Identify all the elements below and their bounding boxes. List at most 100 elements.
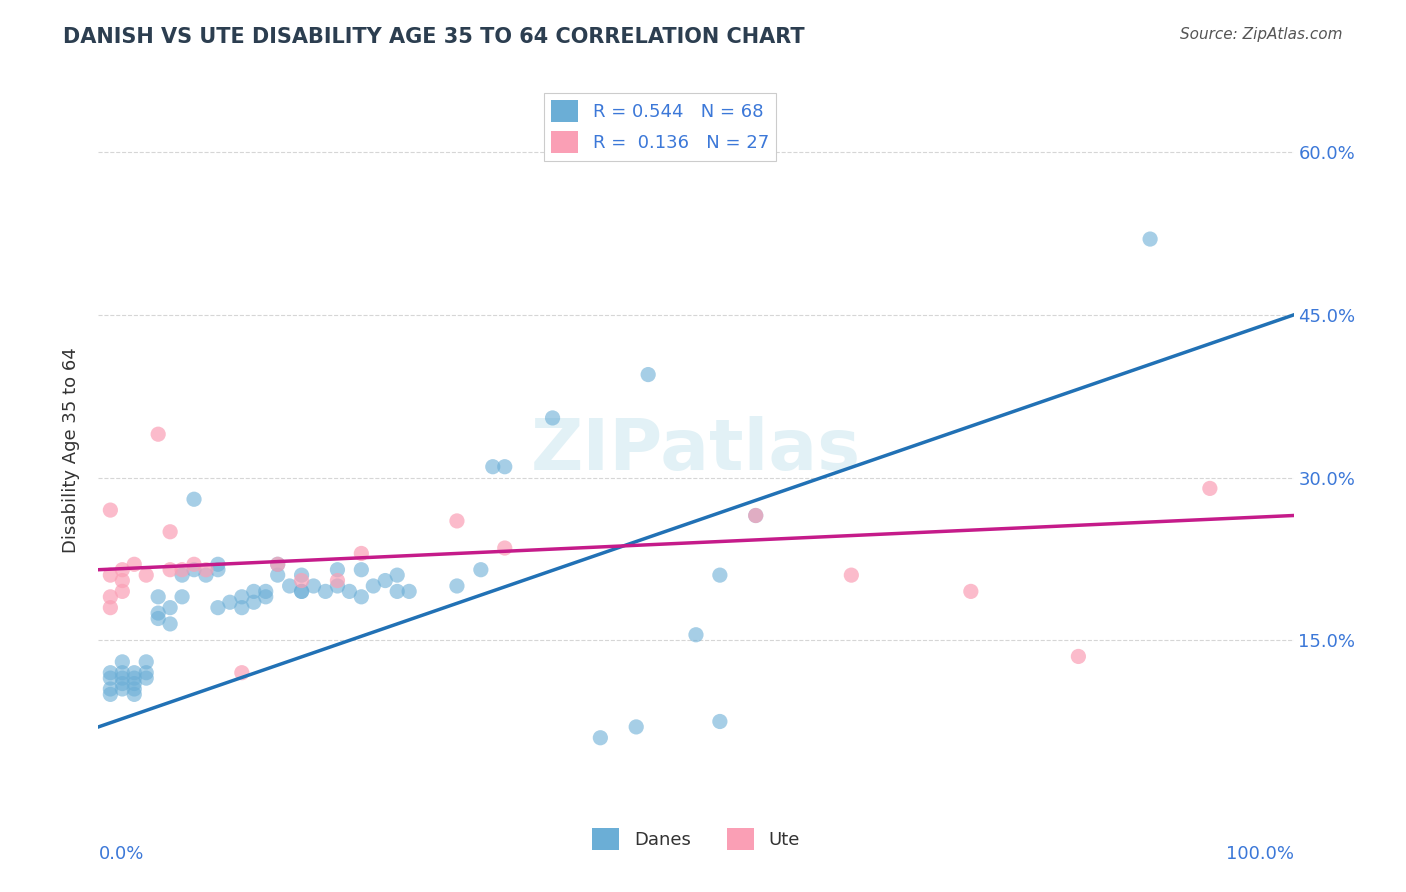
- Point: [98, 568, 122, 582]
- Point: [291, 584, 314, 599]
- Point: [709, 568, 731, 582]
- Point: [374, 574, 396, 588]
- Point: [446, 514, 468, 528]
- Point: [278, 579, 301, 593]
- Point: [326, 563, 349, 577]
- Point: [111, 665, 134, 680]
- Point: [254, 590, 277, 604]
- Point: [745, 508, 768, 523]
- Point: [135, 655, 157, 669]
- Point: [148, 590, 170, 604]
- Point: [494, 541, 516, 555]
- Point: [195, 563, 218, 577]
- Point: [98, 681, 122, 696]
- Point: [159, 524, 181, 539]
- Point: [231, 600, 253, 615]
- Point: [243, 584, 266, 599]
- Point: [195, 568, 218, 582]
- Text: DANISH VS UTE DISABILITY AGE 35 TO 64 CORRELATION CHART: DANISH VS UTE DISABILITY AGE 35 TO 64 CO…: [63, 27, 804, 46]
- Point: [267, 568, 290, 582]
- Point: [243, 595, 266, 609]
- Point: [111, 584, 134, 599]
- Point: [183, 563, 205, 577]
- Point: [709, 714, 731, 729]
- Y-axis label: Disability Age 35 to 64: Disability Age 35 to 64: [62, 348, 80, 553]
- Point: [207, 563, 229, 577]
- Point: [148, 611, 170, 625]
- Point: [385, 584, 409, 599]
- Point: [98, 687, 122, 701]
- Point: [267, 558, 290, 572]
- Point: [111, 563, 134, 577]
- Point: [98, 671, 122, 685]
- Point: [626, 720, 648, 734]
- Point: [135, 568, 157, 582]
- Point: [494, 459, 516, 474]
- Point: [1067, 649, 1090, 664]
- Point: [291, 584, 314, 599]
- Point: [98, 665, 122, 680]
- Point: [291, 568, 314, 582]
- Point: [148, 606, 170, 620]
- Point: [470, 563, 492, 577]
- Point: [172, 568, 194, 582]
- Point: [541, 411, 564, 425]
- Point: [339, 584, 361, 599]
- Point: [291, 574, 314, 588]
- Point: [124, 681, 146, 696]
- Point: [111, 671, 134, 685]
- Point: [159, 563, 181, 577]
- Point: [124, 671, 146, 685]
- Point: [326, 579, 349, 593]
- Point: [207, 600, 229, 615]
- Point: [98, 590, 122, 604]
- Point: [172, 563, 194, 577]
- Point: [124, 676, 146, 690]
- Point: [111, 655, 134, 669]
- Point: [350, 590, 373, 604]
- Point: [111, 676, 134, 690]
- Point: [135, 671, 157, 685]
- Text: 0.0%: 0.0%: [98, 845, 143, 863]
- Point: [589, 731, 612, 745]
- Point: [960, 584, 983, 599]
- Point: [350, 563, 373, 577]
- Point: [398, 584, 420, 599]
- Point: [98, 600, 122, 615]
- Point: [135, 665, 157, 680]
- Point: [326, 574, 349, 588]
- Point: [385, 568, 409, 582]
- Text: ZIPatlas: ZIPatlas: [531, 416, 860, 485]
- Point: [637, 368, 659, 382]
- Point: [302, 579, 325, 593]
- Point: [481, 459, 505, 474]
- Point: [159, 616, 181, 631]
- Point: [159, 600, 181, 615]
- Point: [183, 558, 205, 572]
- Point: [231, 665, 253, 680]
- Point: [363, 579, 385, 593]
- Point: [267, 558, 290, 572]
- Point: [172, 590, 194, 604]
- Point: [254, 584, 277, 599]
- Text: Source: ZipAtlas.com: Source: ZipAtlas.com: [1180, 27, 1343, 42]
- Point: [148, 427, 170, 442]
- Point: [446, 579, 468, 593]
- Point: [124, 687, 146, 701]
- Point: [124, 665, 146, 680]
- Point: [315, 584, 337, 599]
- Point: [350, 546, 373, 560]
- Point: [98, 503, 122, 517]
- Point: [841, 568, 863, 582]
- Point: [111, 574, 134, 588]
- Point: [1139, 232, 1161, 246]
- Text: 100.0%: 100.0%: [1226, 845, 1294, 863]
- Point: [219, 595, 242, 609]
- Point: [124, 558, 146, 572]
- Point: [207, 558, 229, 572]
- Point: [1199, 482, 1222, 496]
- Legend: Danes, Ute: Danes, Ute: [585, 821, 807, 857]
- Point: [231, 590, 253, 604]
- Point: [183, 492, 205, 507]
- Point: [111, 681, 134, 696]
